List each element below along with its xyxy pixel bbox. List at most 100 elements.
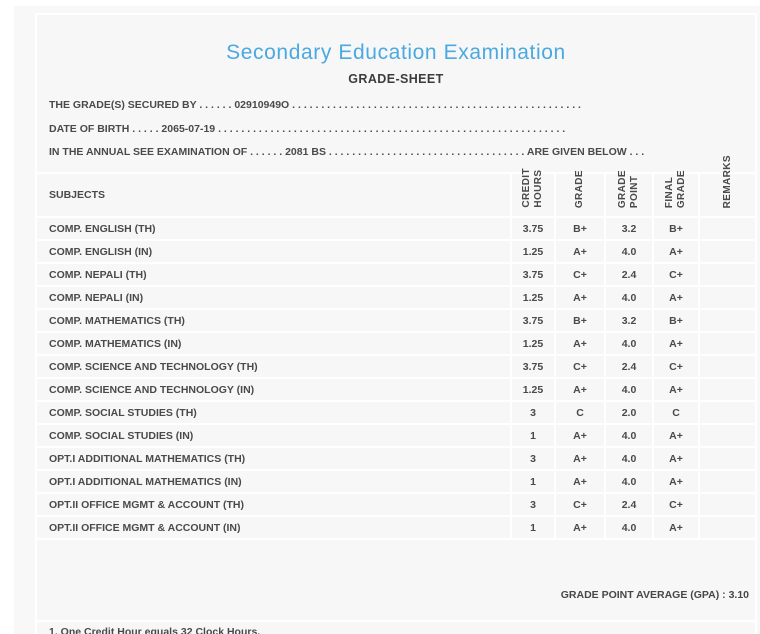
gpa-label: GRADE POINT AVERAGE (GPA) : — [560, 589, 726, 601]
remarks-cell — [698, 355, 755, 379]
subject-cell: COMP. SOCIAL STUDIES (TH) — [37, 401, 511, 425]
grade-point-cell: 4.0 — [604, 424, 653, 448]
grade-cell: C+ — [554, 355, 605, 379]
subject-cell: OPT.I ADDITIONAL MATHEMATICS (TH) — [37, 447, 511, 471]
final-grade-cell: C+ — [652, 355, 699, 379]
header-remarks: REMARKS — [698, 155, 755, 218]
grade-cell: A+ — [554, 424, 605, 448]
grades-table: SUBJECTS CREDIT HOURS GRADE GRADE POINT … — [37, 155, 755, 540]
final-grade-cell: B+ — [652, 217, 699, 241]
remarks-cell — [698, 424, 755, 448]
grade-cell: A+ — [554, 470, 605, 494]
subject-cell: COMP. NEPALI (IN) — [37, 286, 511, 310]
grade-cell: C+ — [554, 493, 605, 517]
credit-hours-cell: 1.25 — [510, 286, 555, 310]
final-grade-cell: B+ — [652, 309, 699, 333]
grade-cell: B+ — [554, 309, 605, 333]
gpa-value: 3.10 — [728, 589, 749, 601]
table-row: COMP. MATHEMATICS (TH) 3.75 B+ 3.2 B+ — [37, 309, 755, 333]
credit-hours-cell: 1 — [510, 470, 555, 494]
grade-point-cell: 2.4 — [604, 493, 653, 517]
final-grade-cell: C+ — [652, 263, 699, 287]
credit-hours-cell: 3.75 — [510, 263, 555, 287]
header-grade-point: GRADE POINT — [604, 170, 653, 218]
credit-hours-cell: 3.75 — [510, 309, 555, 333]
remarks-cell — [698, 309, 755, 333]
credit-hours-cell: 3 — [510, 493, 555, 517]
final-grade-cell: A+ — [652, 286, 699, 310]
table-row: COMP. NEPALI (TH) 3.75 C+ 2.4 C+ — [37, 263, 755, 287]
table-row: COMP. NEPALI (IN) 1.25 A+ 4.0 A+ — [37, 286, 755, 310]
header-subjects: SUBJECTS — [37, 172, 511, 218]
remarks-cell — [698, 286, 755, 310]
exam-year-line: IN THE ANNUAL SEE EXAMINATION OF . . . .… — [49, 146, 749, 158]
final-grade-cell: A+ — [652, 378, 699, 402]
dot-leader: . . . . . . — [250, 146, 283, 158]
grade-point-cell: 4.0 — [604, 332, 653, 356]
remarks-cell — [698, 447, 755, 471]
credit-hours-cell: 1 — [510, 516, 555, 540]
final-grade-cell: A+ — [652, 240, 699, 264]
table-row: OPT.II OFFICE MGMT & ACCOUNT (IN) 1 A+ 4… — [37, 516, 755, 540]
remarks-cell — [698, 470, 755, 494]
table-row: OPT.I ADDITIONAL MATHEMATICS (IN) 1 A+ 4… — [37, 470, 755, 494]
table-header-row: SUBJECTS CREDIT HOURS GRADE GRADE POINT … — [37, 155, 755, 218]
background-card: Secondary Education Examination GRADE-SH… — [14, 6, 760, 634]
exam-label: IN THE ANNUAL SEE EXAMINATION OF — [49, 146, 248, 158]
table-row: COMP. SCIENCE AND TECHNOLOGY (IN) 1.25 A… — [37, 378, 755, 402]
remarks-cell — [698, 332, 755, 356]
final-grade-cell: C+ — [652, 493, 699, 517]
symbol-label: THE GRADE(S) SECURED BY — [49, 99, 197, 111]
remarks-cell — [698, 493, 755, 517]
table-row: COMP. ENGLISH (TH) 3.75 B+ 3.2 B+ — [37, 217, 755, 241]
grade-point-cell: 2.4 — [604, 355, 653, 379]
table-row: COMP. SOCIAL STUDIES (TH) 3 C 2.0 C — [37, 401, 755, 425]
final-grade-cell: A+ — [652, 424, 699, 448]
subject-cell: COMP. ENGLISH (IN) — [37, 240, 511, 264]
dot-leader: . . . . . . . . . . . . . . . . . . . . … — [218, 123, 566, 135]
credit-hours-cell: 1.25 — [510, 240, 555, 264]
grade-cell: A+ — [554, 332, 605, 356]
table-row: COMP. SOCIAL STUDIES (IN) 1 A+ 4.0 A+ — [37, 424, 755, 448]
subject-cell: COMP. NEPALI (TH) — [37, 263, 511, 287]
credit-hours-cell: 3 — [510, 401, 555, 425]
subject-cell: COMP. SOCIAL STUDIES (IN) — [37, 424, 511, 448]
subject-cell: COMP. SCIENCE AND TECHNOLOGY (IN) — [37, 378, 511, 402]
grade-cell: B+ — [554, 217, 605, 241]
page-title: Secondary Education Examination — [226, 41, 566, 64]
table-row: COMP. SCIENCE AND TECHNOLOGY (TH) 3.75 C… — [37, 355, 755, 379]
table-row: OPT.I ADDITIONAL MATHEMATICS (TH) 3 A+ 4… — [37, 447, 755, 471]
grade-point-cell: 4.0 — [604, 516, 653, 540]
credit-hours-cell: 3 — [510, 447, 555, 471]
credit-hours-cell: 1.25 — [510, 378, 555, 402]
credit-hours-cell: 1 — [510, 424, 555, 448]
header-grade: GRADE — [554, 170, 605, 218]
grade-point-cell: 3.2 — [604, 309, 653, 333]
grade-point-cell: 4.0 — [604, 447, 653, 471]
subject-cell: COMP. SCIENCE AND TECHNOLOGY (TH) — [37, 355, 511, 379]
remarks-cell — [698, 401, 755, 425]
subject-cell: COMP. ENGLISH (TH) — [37, 217, 511, 241]
remarks-cell — [698, 516, 755, 540]
credit-hours-cell: 3.75 — [510, 355, 555, 379]
dot-leader: . . . . . — [132, 123, 159, 135]
grade-point-cell: 4.0 — [604, 470, 653, 494]
credit-hours-cell: 1.25 — [510, 332, 555, 356]
header-final-grade: FINAL GRADE — [652, 170, 699, 218]
remarks-cell — [698, 378, 755, 402]
exam-year-value: 2081 BS — [285, 146, 326, 158]
student-symbol-line: THE GRADE(S) SECURED BY . . . . . . 0291… — [49, 99, 749, 111]
grade-cell: C — [554, 401, 605, 425]
dot-leader: . . . . . . . . . . . . . . . . . . . . … — [328, 146, 525, 158]
dot-leader: . . . . . . — [199, 99, 232, 111]
grade-point-cell: 3.2 — [604, 217, 653, 241]
grade-point-cell: 4.0 — [604, 286, 653, 310]
subject-cell: OPT.I ADDITIONAL MATHEMATICS (IN) — [37, 470, 511, 494]
final-grade-cell: A+ — [652, 470, 699, 494]
final-grade-cell: A+ — [652, 516, 699, 540]
dot-leader: . . . . . . . . . . . . . . . . . . . . … — [292, 99, 581, 111]
subject-cell: COMP. MATHEMATICS (IN) — [37, 332, 511, 356]
gpa-summary: GRADE POINT AVERAGE (GPA) : 3.10 — [561, 589, 749, 601]
grade-cell: A+ — [554, 286, 605, 310]
